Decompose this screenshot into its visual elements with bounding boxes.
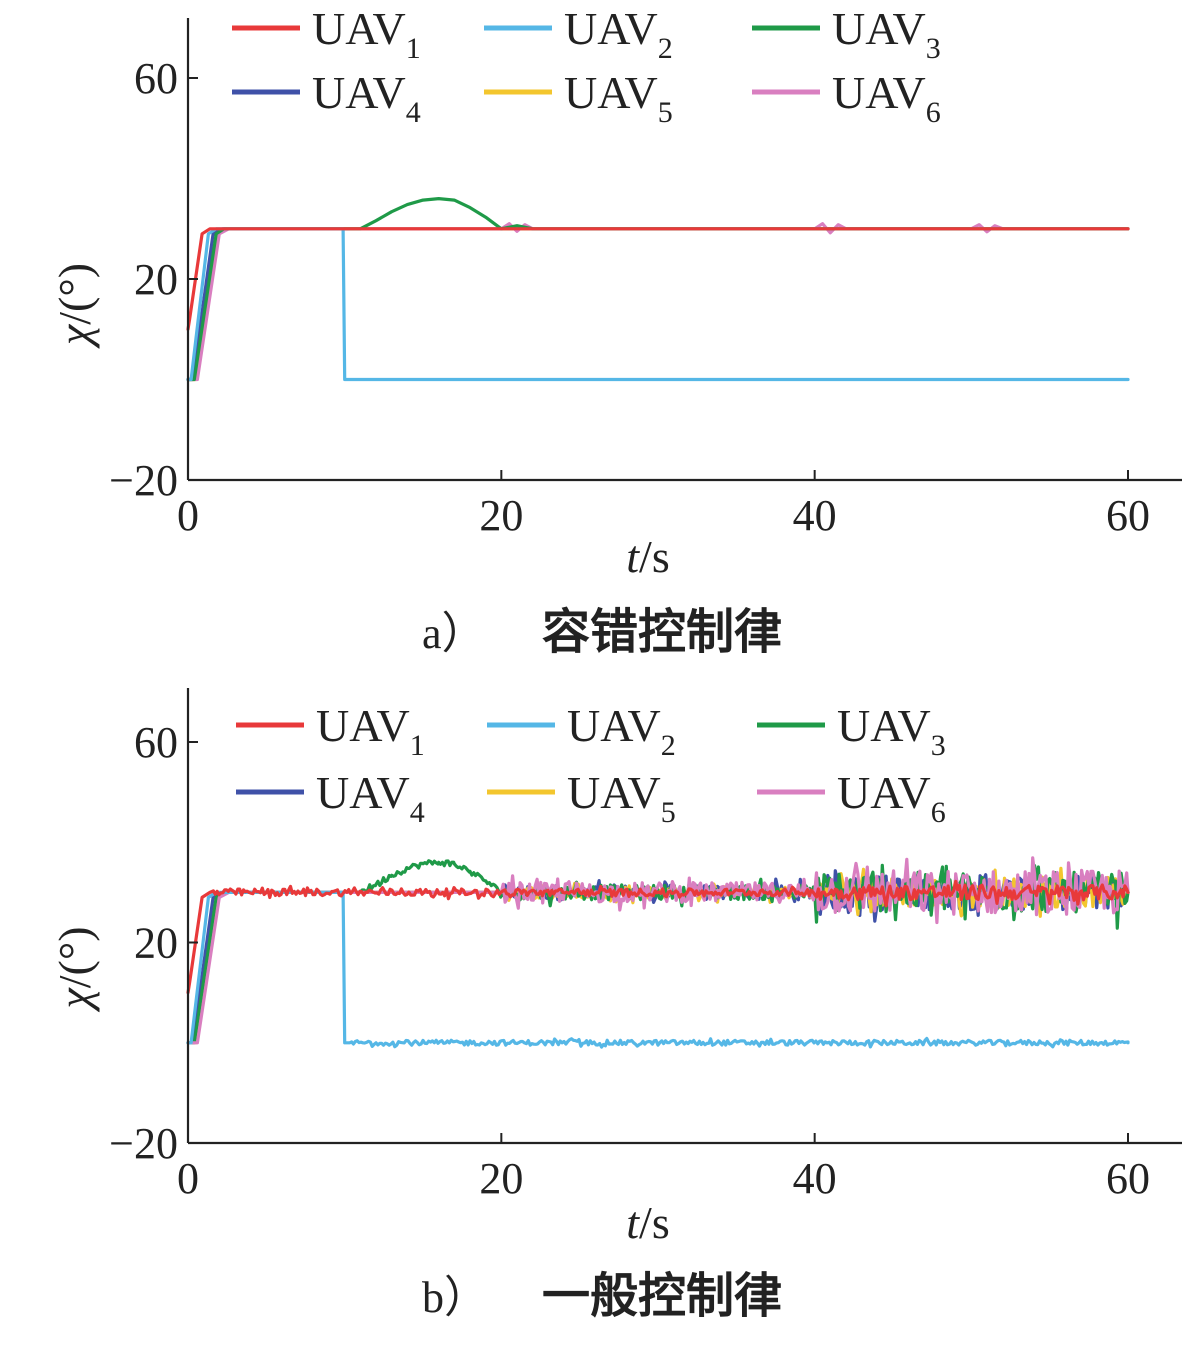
axes-a: 0 20 40 60 −20 20 60 bbox=[109, 18, 1182, 540]
legend-label: UAV6 bbox=[832, 67, 941, 129]
legend-label: UAV3 bbox=[832, 3, 941, 65]
x-tick-label: 40 bbox=[793, 1154, 837, 1203]
legend-label: UAV2 bbox=[564, 3, 673, 65]
y-axis-label-b: χ/(°) bbox=[49, 926, 100, 1012]
series-line-uav1 bbox=[186, 227, 1130, 331]
x-tick-label: 20 bbox=[479, 1154, 523, 1203]
legend-label: UAV6 bbox=[837, 767, 946, 829]
y-tick-label: 60 bbox=[134, 718, 178, 767]
series-line-uav1 bbox=[186, 879, 1130, 995]
series-layer-b bbox=[186, 856, 1130, 1049]
y-tick-label: 60 bbox=[134, 54, 178, 103]
legend-label: UAV4 bbox=[316, 767, 425, 829]
y-tick-label: −20 bbox=[109, 1119, 178, 1168]
axes-b: 0 20 40 60 −20 20 60 bbox=[109, 688, 1182, 1203]
x-tick-label: 40 bbox=[793, 491, 837, 540]
x-tick-label: 0 bbox=[177, 491, 199, 540]
legend-label: UAV1 bbox=[316, 700, 425, 762]
y-tick-label: −20 bbox=[109, 456, 178, 505]
x-tick-label: 0 bbox=[177, 1154, 199, 1203]
legend-label: UAV5 bbox=[567, 767, 676, 829]
series-line-uav4 bbox=[186, 227, 1130, 382]
x-tick-label: 20 bbox=[479, 491, 523, 540]
legend-a: UAV1 UAV2 UAV3 UAV4 UAV5 UAV6 bbox=[232, 3, 941, 129]
x-axis-label-a: t/s bbox=[626, 531, 669, 582]
x-tick-label: 60 bbox=[1106, 491, 1150, 540]
caption-label-b: b） bbox=[422, 1273, 488, 1322]
caption-text-b: 一般控制律 bbox=[542, 1268, 782, 1324]
series-line-uav6 bbox=[186, 856, 1130, 1045]
series-line-uav6 bbox=[186, 222, 1130, 382]
caption-text-a: 容错控制律 bbox=[542, 604, 782, 660]
series-line-uav2 bbox=[186, 227, 1130, 382]
y-tick-label: 20 bbox=[134, 919, 178, 968]
legend-label: UAV2 bbox=[567, 700, 676, 762]
series-line-uav2 bbox=[186, 890, 1130, 1049]
legend-label: UAV4 bbox=[312, 67, 421, 129]
series-line-uav5 bbox=[186, 227, 1130, 382]
y-tick-label: 20 bbox=[134, 255, 178, 304]
legend-label: UAV3 bbox=[837, 700, 946, 762]
series-layer-a bbox=[186, 197, 1130, 382]
caption-label-a: a） bbox=[422, 609, 486, 658]
legend-label: UAV5 bbox=[564, 67, 673, 129]
x-axis-label-b: t/s bbox=[626, 1197, 669, 1248]
series-line-uav3 bbox=[186, 197, 1130, 382]
y-axis-label-a: χ/(°) bbox=[49, 263, 100, 349]
legend-b: UAV1 UAV2 UAV3 UAV4 UAV5 UAV6 bbox=[236, 700, 946, 829]
x-tick-label: 60 bbox=[1106, 1154, 1150, 1203]
legend-label: UAV1 bbox=[312, 3, 421, 65]
